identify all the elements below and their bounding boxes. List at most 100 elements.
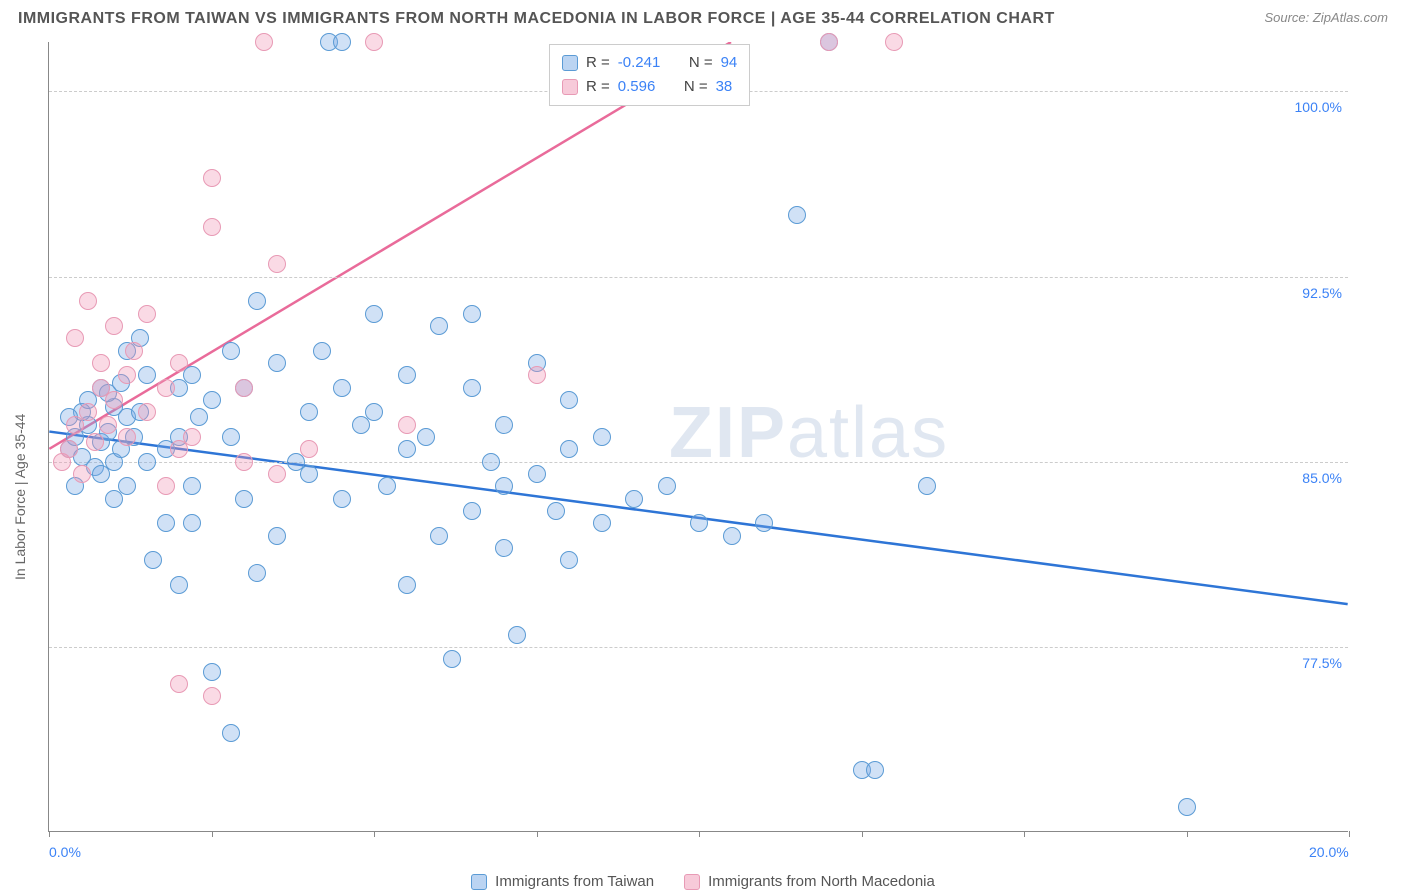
legend-swatch bbox=[684, 874, 700, 890]
trend-lines-svg bbox=[49, 42, 1348, 831]
scatter-point bbox=[463, 502, 481, 520]
scatter-point bbox=[248, 564, 266, 582]
scatter-point bbox=[300, 403, 318, 421]
legend-item: Immigrants from North Macedonia bbox=[684, 873, 935, 890]
scatter-point bbox=[60, 440, 78, 458]
scatter-point bbox=[170, 576, 188, 594]
scatter-point bbox=[268, 255, 286, 273]
scatter-point bbox=[820, 33, 838, 51]
scatter-point bbox=[866, 761, 884, 779]
scatter-point bbox=[560, 551, 578, 569]
scatter-point bbox=[593, 428, 611, 446]
scatter-point bbox=[430, 527, 448, 545]
x-tick-mark bbox=[1024, 831, 1025, 837]
y-axis-title: In Labor Force | Age 35-44 bbox=[12, 414, 28, 580]
scatter-point bbox=[430, 317, 448, 335]
scatter-point bbox=[170, 354, 188, 372]
scatter-point bbox=[495, 539, 513, 557]
scatter-point bbox=[190, 408, 208, 426]
scatter-point bbox=[398, 366, 416, 384]
stats-row: R = -0.241 N = 94 bbox=[562, 51, 737, 75]
scatter-point bbox=[157, 514, 175, 532]
scatter-point bbox=[300, 440, 318, 458]
scatter-point bbox=[313, 342, 331, 360]
chart-source: Source: ZipAtlas.com bbox=[1264, 10, 1388, 25]
scatter-point bbox=[723, 527, 741, 545]
scatter-point bbox=[378, 477, 396, 495]
scatter-point bbox=[255, 33, 273, 51]
bottom-legend: Immigrants from Taiwan Immigrants from No… bbox=[0, 873, 1406, 890]
x-tick-mark bbox=[1187, 831, 1188, 837]
scatter-point bbox=[183, 477, 201, 495]
y-tick-label: 77.5% bbox=[1282, 655, 1342, 671]
scatter-point bbox=[365, 33, 383, 51]
x-tick-label: 20.0% bbox=[1309, 844, 1349, 860]
scatter-point bbox=[73, 465, 91, 483]
scatter-point bbox=[463, 379, 481, 397]
scatter-point bbox=[79, 403, 97, 421]
scatter-point bbox=[788, 206, 806, 224]
scatter-point bbox=[183, 514, 201, 532]
y-tick-label: 100.0% bbox=[1282, 99, 1342, 115]
y-tick-label: 92.5% bbox=[1282, 285, 1342, 301]
scatter-point bbox=[268, 465, 286, 483]
scatter-plot: ZIPatlas 77.5%85.0%92.5%100.0%0.0%20.0%R… bbox=[48, 42, 1348, 832]
scatter-point bbox=[560, 391, 578, 409]
scatter-point bbox=[417, 428, 435, 446]
scatter-point bbox=[86, 433, 104, 451]
scatter-point bbox=[443, 650, 461, 668]
scatter-point bbox=[99, 416, 117, 434]
scatter-point bbox=[118, 366, 136, 384]
n-value: 94 bbox=[721, 51, 738, 75]
scatter-point bbox=[658, 477, 676, 495]
x-tick-mark bbox=[537, 831, 538, 837]
scatter-point bbox=[333, 33, 351, 51]
scatter-point bbox=[300, 465, 318, 483]
grid-line bbox=[49, 277, 1348, 278]
scatter-point bbox=[138, 453, 156, 471]
scatter-point bbox=[203, 663, 221, 681]
scatter-point bbox=[508, 626, 526, 644]
scatter-point bbox=[203, 169, 221, 187]
legend-swatch bbox=[562, 79, 578, 95]
scatter-point bbox=[268, 354, 286, 372]
scatter-point bbox=[1178, 798, 1196, 816]
scatter-point bbox=[482, 453, 500, 471]
scatter-point bbox=[183, 428, 201, 446]
scatter-point bbox=[463, 305, 481, 323]
x-tick-mark bbox=[862, 831, 863, 837]
scatter-point bbox=[625, 490, 643, 508]
grid-line bbox=[49, 647, 1348, 648]
x-tick-mark bbox=[49, 831, 50, 837]
scatter-point bbox=[105, 391, 123, 409]
scatter-point bbox=[222, 428, 240, 446]
scatter-point bbox=[125, 342, 143, 360]
scatter-point bbox=[495, 477, 513, 495]
x-tick-mark bbox=[374, 831, 375, 837]
scatter-point bbox=[222, 342, 240, 360]
scatter-point bbox=[918, 477, 936, 495]
scatter-point bbox=[92, 354, 110, 372]
scatter-point bbox=[365, 305, 383, 323]
scatter-point bbox=[144, 551, 162, 569]
scatter-point bbox=[268, 527, 286, 545]
scatter-point bbox=[183, 366, 201, 384]
scatter-point bbox=[235, 379, 253, 397]
correlation-stats-box: R = -0.241 N = 94R = 0.596 N = 38 bbox=[549, 44, 750, 106]
n-label: N = bbox=[684, 75, 708, 99]
scatter-point bbox=[138, 366, 156, 384]
n-value: 38 bbox=[716, 75, 733, 99]
scatter-point bbox=[593, 514, 611, 532]
legend-item: Immigrants from Taiwan bbox=[471, 873, 654, 890]
scatter-point bbox=[398, 576, 416, 594]
scatter-point bbox=[203, 218, 221, 236]
scatter-point bbox=[398, 416, 416, 434]
scatter-point bbox=[66, 329, 84, 347]
scatter-point bbox=[105, 317, 123, 335]
scatter-point bbox=[235, 490, 253, 508]
scatter-point bbox=[203, 687, 221, 705]
scatter-point bbox=[118, 477, 136, 495]
scatter-point bbox=[333, 490, 351, 508]
scatter-point bbox=[92, 465, 110, 483]
scatter-point bbox=[138, 403, 156, 421]
